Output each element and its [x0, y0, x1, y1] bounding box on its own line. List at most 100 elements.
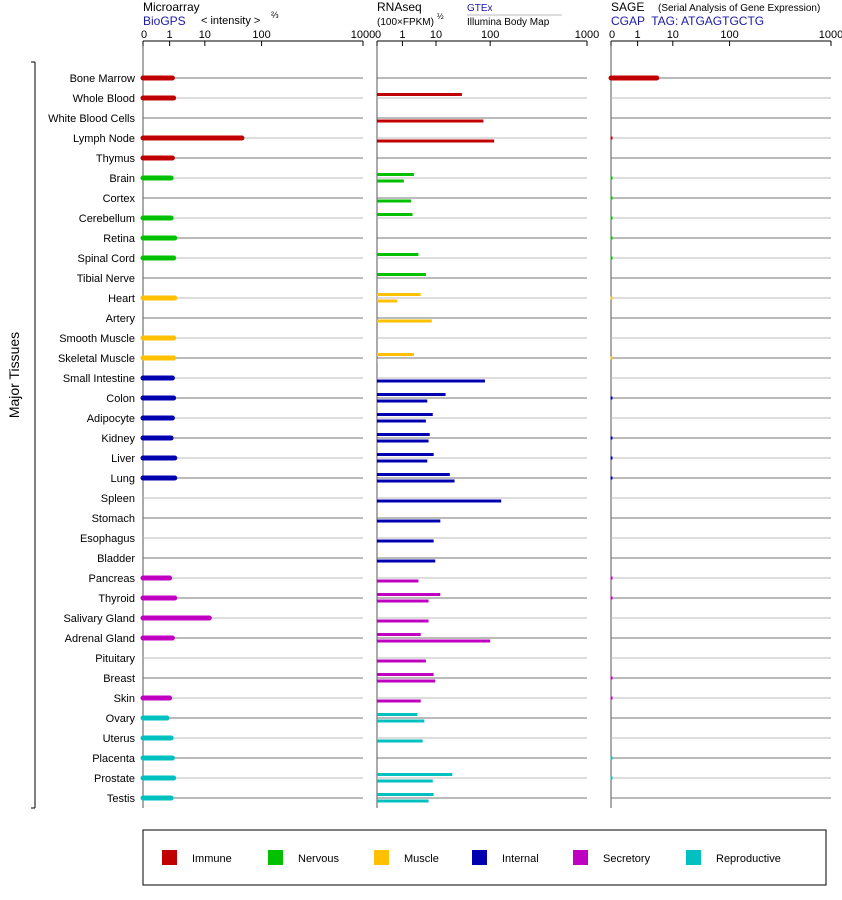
sage-tag-link[interactable]: CGAP TAG: ATGAGTGCTG — [611, 14, 764, 28]
tissue-label-small-intestine: Small Intestine — [63, 373, 135, 385]
bar-rnaseq-illumina-bladder — [377, 559, 436, 563]
tissue-label-brain: Brain — [109, 173, 135, 185]
bar-rnaseq-illumina-lung — [377, 479, 455, 483]
tissue-label-testis: Testis — [107, 793, 136, 805]
bar-rnaseq-illumina-liver — [377, 459, 428, 463]
tissue-label-thyroid: Thyroid — [98, 593, 135, 605]
bar-rnaseq-illumina-kidney — [377, 439, 429, 443]
tick-label-rna-1: 1 — [399, 29, 405, 41]
bar-sage-cerebellum — [610, 216, 613, 220]
bar-rnaseq-illumina-lymph-node — [377, 139, 495, 143]
tissue-label-esophagus: Esophagus — [80, 533, 136, 545]
bar-sage-thyroid — [610, 596, 613, 600]
microarray-unit-note: < intensity > — [201, 15, 260, 27]
bar-rnaseq-illumina-salivary-gland — [377, 619, 429, 623]
bar-microarray-fill-skin — [143, 695, 170, 701]
tissue-label-pituitary: Pituitary — [95, 653, 135, 665]
tissue-rows: Bone Marrow Whole Blood White Blood Cells L… — [48, 73, 831, 805]
bar-rnaseq-illumina-pancreas — [377, 579, 419, 583]
bar-rnaseq-gtex-brain — [377, 173, 414, 176]
bar-microarray-fill-salivary-gland — [143, 615, 210, 621]
bar-sage-skin — [610, 696, 613, 700]
tissue-label-white-blood-cells: White Blood Cells — [48, 113, 135, 125]
bar-microarray-fill-smooth-muscle — [143, 335, 174, 341]
bar-sage-skeletal-muscle — [610, 356, 613, 360]
tissue-label-pancreas: Pancreas — [89, 573, 136, 585]
microarray-title: Microarray — [143, 0, 200, 14]
legend-label-internal: Internal — [502, 853, 539, 865]
bar-rnaseq-illumina-stomach — [377, 519, 441, 523]
bar-rnaseq-illumina-testis — [377, 799, 429, 803]
bar-microarray-fill-cerebellum — [143, 215, 172, 221]
legend-swatch-immune — [162, 850, 177, 865]
legend-swatch-muscle — [374, 850, 389, 865]
tick-label-rna-1000: 1000 — [575, 29, 599, 41]
rnaseq-source-illumina: Illumina Body Map — [467, 17, 550, 28]
tissue-label-bladder: Bladder — [97, 553, 135, 565]
tissue-label-prostate: Prostate — [94, 773, 135, 785]
tick-label-sage-100: 100 — [720, 29, 738, 41]
tick-label-rna-10: 10 — [430, 29, 442, 41]
bar-rnaseq-illumina-heart — [377, 299, 398, 303]
bar-rnaseq-illumina-spleen — [377, 499, 502, 503]
bar-rnaseq-illumina-pituitary — [377, 659, 426, 663]
legend-label-reproductive: Reproductive — [716, 853, 781, 865]
bar-rnaseq-illumina-ovary — [377, 719, 425, 723]
rnaseq-source-gtex-link[interactable]: GTEx — [467, 3, 493, 14]
tissue-label-skin: Skin — [114, 693, 135, 705]
bar-rnaseq-illumina-skin — [377, 699, 421, 703]
bar-rnaseq-illumina-small-intestine — [377, 379, 485, 383]
tick-label-micro-0: 0 — [141, 29, 147, 41]
bar-microarray-fill-placenta — [143, 755, 173, 761]
legend-label-secretory: Secretory — [603, 853, 651, 865]
tick-label-sage-1: 1 — [635, 29, 641, 41]
bar-microarray-fill-liver — [143, 455, 175, 461]
bar-microarray-fill-thymus — [143, 155, 173, 161]
tissue-label-heart: Heart — [108, 293, 135, 305]
bar-rnaseq-illumina-esophagus — [377, 539, 434, 543]
microarray-source-link[interactable]: BioGPS — [143, 14, 186, 28]
bar-sage-brain — [610, 176, 613, 180]
bar-rnaseq-illumina-prostate — [377, 779, 433, 783]
tissue-label-spleen: Spleen — [101, 493, 135, 505]
bar-rnaseq-gtex-spinal-cord — [377, 253, 419, 256]
y-group-label: Major Tissues — [6, 332, 22, 418]
bar-rnaseq-illumina-artery — [377, 319, 432, 323]
bar-rnaseq-gtex-colon — [377, 393, 446, 396]
tick-label-micro-1: 1 — [167, 29, 173, 41]
tissue-label-stomach: Stomach — [92, 513, 135, 525]
legend-label-muscle: Muscle — [404, 853, 439, 865]
tissue-label-skeletal-muscle: Skeletal Muscle — [58, 353, 135, 365]
tissue-label-adrenal-gland: Adrenal Gland — [65, 633, 135, 645]
tissue-label-artery: Artery — [106, 313, 136, 325]
tissue-label-thymus: Thymus — [96, 153, 136, 165]
bar-rnaseq-gtex-heart — [377, 293, 421, 296]
bar-sage-placenta — [610, 756, 613, 760]
bar-microarray-fill-colon — [143, 395, 174, 401]
legend-swatch-reproductive — [686, 850, 701, 865]
bar-sage-heart — [610, 296, 613, 300]
bar-microarray-fill-adipocyte — [143, 415, 173, 421]
tissue-label-colon: Colon — [106, 393, 135, 405]
bar-rnaseq-gtex-testis — [377, 793, 434, 796]
tissue-label-tibial-nerve: Tibial Nerve — [77, 273, 135, 285]
tissue-label-lung: Lung — [111, 473, 135, 485]
bar-rnaseq-gtex-adrenal-gland — [377, 633, 421, 636]
bar-microarray-fill-testis — [143, 795, 172, 801]
bar-rnaseq-gtex-prostate — [377, 773, 453, 776]
tick-label-sage-1000: 1000 — [819, 29, 842, 41]
tissue-label-kidney: Kidney — [101, 433, 135, 445]
microarray-unit-exponent: ⅔ — [271, 10, 279, 20]
bar-rnaseq-gtex-breast — [377, 673, 434, 676]
tick-label-micro-10: 10 — [199, 29, 211, 41]
bar-microarray-fill-heart — [143, 295, 175, 301]
tissue-label-cerebellum: Cerebellum — [79, 213, 135, 225]
bar-sage-liver — [610, 456, 613, 460]
bar-microarray-fill-small-intestine — [143, 375, 173, 381]
tissue-label-cortex: Cortex — [103, 193, 136, 205]
bar-rnaseq-illumina-white-blood-cells — [377, 119, 484, 123]
bar-rnaseq-gtex-whole-blood — [377, 93, 462, 96]
tissue-label-placenta: Placenta — [92, 753, 136, 765]
legend-swatch-nervous — [268, 850, 283, 865]
